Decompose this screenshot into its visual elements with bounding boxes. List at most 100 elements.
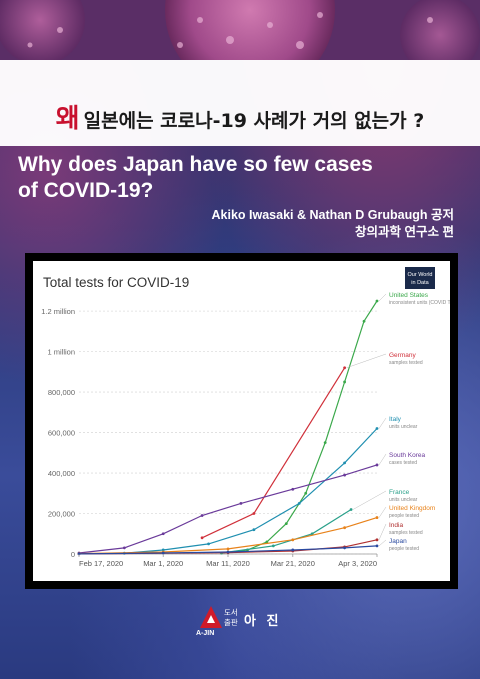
data-point <box>349 508 353 511</box>
series-line-germany <box>201 367 346 539</box>
y-tick-label: 200,000 <box>48 510 75 519</box>
x-tick-label: Apr 3, 2020 <box>338 559 377 568</box>
legend-label: India <box>389 522 403 529</box>
legend-label: Japan <box>389 538 407 545</box>
data-point <box>161 551 165 555</box>
legend-note: samples tested <box>389 530 423 536</box>
label-leader <box>378 506 387 518</box>
data-point <box>375 463 379 467</box>
legend-note: people tested <box>389 546 419 552</box>
legend-note: cases tested <box>389 460 417 466</box>
english-title-line-1: Why does Japan have so few cases <box>18 153 373 176</box>
label-leader <box>378 453 387 466</box>
data-point <box>271 544 275 548</box>
owid-badge-line-2: in Data <box>411 280 429 286</box>
series-line-united-kingdom <box>78 517 378 555</box>
data-point <box>200 514 204 517</box>
label-leader <box>378 523 387 540</box>
data-point <box>252 512 256 515</box>
y-tick-label: 800,000 <box>48 388 75 397</box>
label-leader <box>378 417 387 429</box>
english-title: Why does Japan have so few cases of COVI… <box>18 152 468 204</box>
data-point <box>323 441 327 445</box>
data-point <box>375 299 379 303</box>
data-point <box>284 522 288 526</box>
data-point <box>265 540 269 544</box>
publisher-logo-text: A-JIN <box>196 630 215 637</box>
label-leader <box>352 490 387 510</box>
label-leader <box>346 353 387 369</box>
korean-title-first-word: 왜 <box>55 104 80 134</box>
legend-note: people tested <box>389 513 419 519</box>
x-tick-label: Mar 11, 2020 <box>206 559 250 568</box>
data-point <box>252 528 256 532</box>
legend-label: Italy <box>389 416 402 423</box>
y-tick-label: 400,000 <box>48 469 75 478</box>
x-tick-label: Feb 17, 2020 <box>79 559 123 568</box>
legend-label: Germany <box>389 352 416 359</box>
chart-panel: Total tests for COVID-19 Our World in Da… <box>33 261 480 581</box>
data-point <box>291 487 295 491</box>
data-point <box>291 548 295 552</box>
x-tick-label: Mar 1, 2020 <box>143 559 183 568</box>
data-point <box>207 542 210 546</box>
y-tick-label: 0 <box>71 550 75 559</box>
data-point <box>239 502 243 505</box>
data-point <box>122 546 126 550</box>
title-band <box>0 60 480 146</box>
legend-note: samples tested <box>389 360 423 366</box>
data-point <box>226 547 230 551</box>
owid-badge <box>405 267 435 289</box>
series-line-united-states <box>221 300 378 554</box>
data-point <box>226 550 230 554</box>
legend-label: France <box>389 489 410 496</box>
legend-label: United States <box>389 292 429 299</box>
legend-label: South Korea <box>389 452 426 459</box>
data-point <box>77 552 81 556</box>
data-point <box>161 532 165 536</box>
virus-cover-image <box>0 0 480 95</box>
korean-title: 왜 일본에는 코로나-19 사례가 거의 없는가 ? <box>0 98 480 135</box>
owid-badge-line-1: Our World <box>408 272 433 278</box>
publisher-triangle-icon <box>200 606 222 628</box>
data-point <box>375 427 379 430</box>
publisher-small-text: 도서 출판 <box>224 608 238 628</box>
authors: Akiko Iwasaki & Nathan D Grubaugh 공저 <box>211 208 455 222</box>
english-title-line-2: of COVID-19? <box>18 179 154 202</box>
chart-title: Total tests for COVID-19 <box>43 275 189 290</box>
data-point <box>310 532 314 536</box>
data-point <box>200 536 204 540</box>
data-point <box>343 546 347 550</box>
series-line-japan <box>78 545 378 555</box>
legend-note: units unclear <box>389 424 418 430</box>
label-leader <box>378 539 387 547</box>
korean-title-rest: 일본에는 코로나-19 사례가 거의 없는가 ? <box>83 110 425 132</box>
publisher-logo: A-JIN 도서 출판 아 진 <box>190 604 290 644</box>
data-point <box>362 319 366 323</box>
data-point <box>343 526 347 530</box>
data-point <box>343 380 347 384</box>
publisher-small-2: 출판 <box>224 618 238 627</box>
legend-note: units unclear <box>389 497 418 503</box>
y-tick-label: 1 million <box>47 348 75 357</box>
data-point <box>291 538 295 542</box>
publisher-name: 아 진 <box>244 614 282 629</box>
editor: 창의과학 연구소 편 <box>355 225 454 239</box>
y-tick-label: 1.2 million <box>41 307 75 316</box>
data-point <box>375 516 379 519</box>
covid-tests-chart: Total tests for COVID-19 Our World in Da… <box>41 267 480 568</box>
series-line-south-korea <box>78 464 378 554</box>
data-point <box>375 544 379 548</box>
data-point <box>297 502 301 505</box>
chart-frame: Total tests for COVID-19 Our World in Da… <box>25 253 480 589</box>
legend-label: United Kingdom <box>389 505 435 512</box>
author-block: Akiko Iwasaki & Nathan D Grubaugh 공저 창의과… <box>212 207 455 241</box>
data-point <box>343 366 347 370</box>
data-point <box>161 548 165 552</box>
publisher-small-1: 도서 <box>224 608 238 617</box>
data-point <box>343 473 347 477</box>
x-tick-label: Mar 21, 2020 <box>271 559 315 568</box>
legend-note: inconsistent units (COVID Tracking Proje… <box>389 300 450 306</box>
y-tick-label: 600,000 <box>48 429 75 438</box>
label-leader <box>378 293 387 302</box>
